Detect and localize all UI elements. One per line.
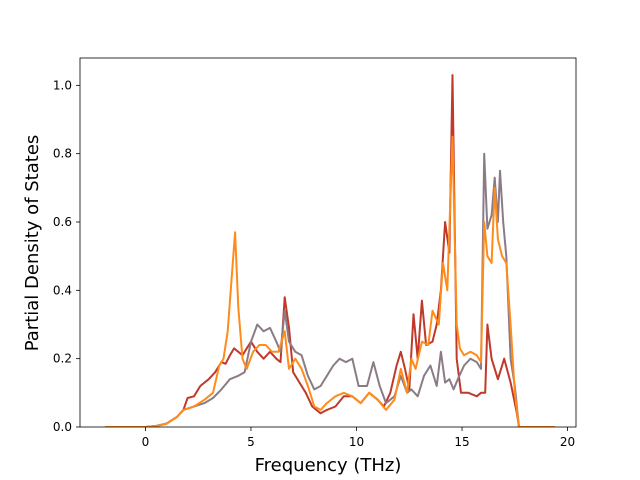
- y-tick-label: 0.0: [53, 420, 72, 434]
- y-ticks: 0.0 0.2 0.4 0.6 0.8 1.0: [53, 78, 80, 434]
- x-tick-label: 5: [247, 435, 255, 449]
- y-axis-label: Partial Density of States: [22, 135, 43, 352]
- series-line-2: [105, 152, 555, 427]
- y-tick-label: 1.0: [53, 78, 72, 92]
- x-axis-label: Frequency (THz): [255, 455, 402, 476]
- x-ticks: 0 5 10 15 20: [142, 427, 575, 449]
- y-tick-label: 0.8: [53, 147, 72, 161]
- y-tick-label: 0.2: [53, 352, 72, 366]
- x-tick-label: 20: [560, 435, 575, 449]
- axes-frame: [79, 57, 577, 428]
- y-tick-label: 0.4: [53, 283, 72, 297]
- x-tick-label: 0: [142, 435, 150, 449]
- x-tick-label: 10: [349, 435, 364, 449]
- y-tick-label: 0.6: [53, 215, 72, 229]
- plot-area: 0 5 10 15 20 0.0 0.2 0.4 0.6 0.8 1.0: [53, 57, 577, 449]
- series-layer: [105, 74, 555, 427]
- x-tick-label: 15: [454, 435, 469, 449]
- series-line-3: [105, 135, 555, 427]
